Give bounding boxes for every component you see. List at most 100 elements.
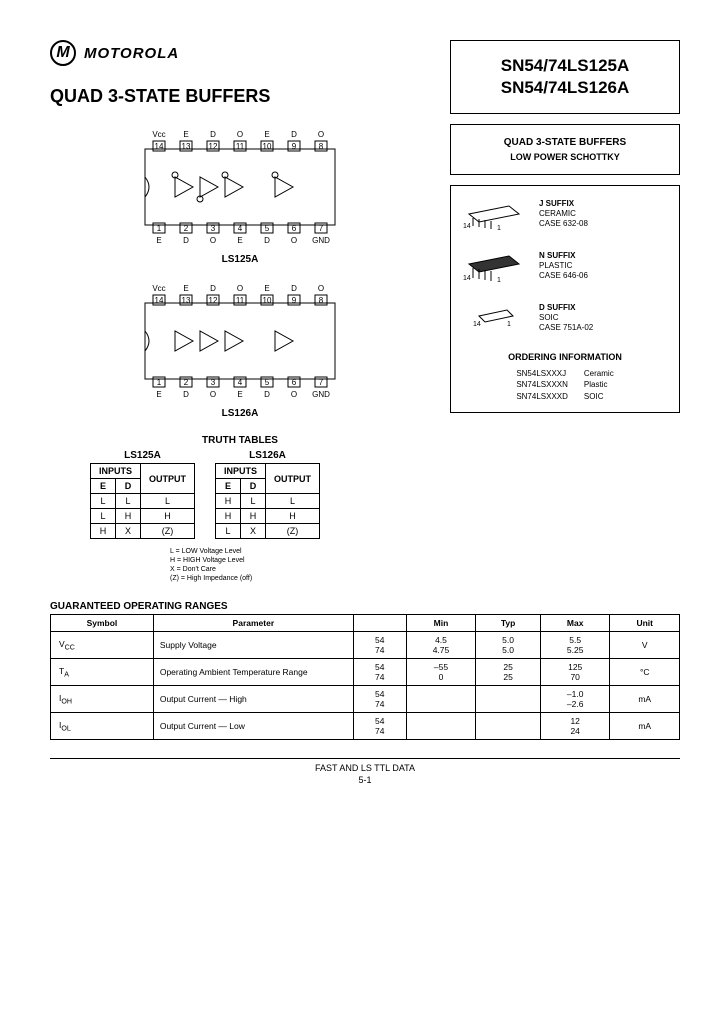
svg-text:E: E <box>237 390 242 399</box>
svg-text:14: 14 <box>463 275 471 282</box>
tt2-name: LS126A <box>215 450 320 461</box>
svg-text:O: O <box>291 236 297 245</box>
svg-text:2: 2 <box>184 378 189 387</box>
svg-text:E: E <box>264 130 269 139</box>
svg-text:D: D <box>183 390 189 399</box>
svg-text:1: 1 <box>157 378 162 387</box>
package-row: 14 1 J SUFFIX CERAMIC CASE 632-08 <box>459 196 671 232</box>
svg-text:D: D <box>210 284 216 293</box>
pinout-ls126a: Vcc141EE132DD123OO114EE105DD96OO87GND <box>50 281 430 404</box>
motorola-logo-icon: M <box>50 40 76 66</box>
svg-text:11: 11 <box>236 142 245 151</box>
svg-text:O: O <box>318 130 324 139</box>
svg-text:12: 12 <box>209 142 218 151</box>
svg-text:D: D <box>264 390 270 399</box>
ordering-type: SOIC <box>584 391 614 402</box>
svg-text:2: 2 <box>184 224 189 233</box>
symbol-cell: IOH <box>51 686 154 713</box>
svg-text:O: O <box>291 390 297 399</box>
page-title: QUAD 3-STATE BUFFERS <box>50 86 430 107</box>
symbol-cell: IOL <box>51 713 154 740</box>
svg-text:8: 8 <box>319 296 324 305</box>
datasheet-page: M MOTOROLA QUAD 3-STATE BUFFERS <box>0 0 720 805</box>
ranges-title: GUARANTEED OPERATING RANGES <box>50 601 680 612</box>
package-type: PLASTIC <box>539 261 588 271</box>
svg-text:Vcc: Vcc <box>152 130 165 139</box>
truth-table-legend: L = LOW Voltage LevelH = HIGH Voltage Le… <box>170 547 430 583</box>
svg-text:1: 1 <box>497 225 501 232</box>
pinout-ls125a: Vcc141EE132DD123OO114EE105DD96OO87GND <box>50 127 430 250</box>
brand-row: M MOTOROLA <box>50 40 430 66</box>
svg-text:E: E <box>237 236 242 245</box>
svg-text:9: 9 <box>292 296 297 305</box>
param-cell: Operating Ambient Temperature Range <box>153 659 353 686</box>
operating-ranges-table: SymbolParameterMinTypMaxUnit VCC Supply … <box>50 614 680 740</box>
ordering-type: Ceramic <box>584 368 614 379</box>
svg-text:7: 7 <box>319 224 324 233</box>
svg-text:10: 10 <box>263 142 272 151</box>
svg-text:14: 14 <box>463 223 471 230</box>
package-row: 141 D SUFFIX SOIC CASE 751A-02 <box>459 300 671 336</box>
package-case: CASE 751A-02 <box>539 323 593 333</box>
ordering-code: SN74LSXXXD <box>516 391 568 402</box>
ordering-code: SN74LSXXXN <box>516 379 568 390</box>
svg-text:3: 3 <box>211 378 216 387</box>
part-number-1: SN54/74LS125A <box>461 55 669 77</box>
svg-text:1: 1 <box>507 321 511 328</box>
svg-text:O: O <box>237 130 243 139</box>
chip1-label: LS125A <box>50 254 430 265</box>
chip2-label: LS126A <box>50 408 430 419</box>
svg-text:11: 11 <box>236 296 245 305</box>
svg-text:10: 10 <box>263 296 272 305</box>
svg-text:E: E <box>156 390 161 399</box>
svg-text:9: 9 <box>292 142 297 151</box>
package-icon: 141 <box>459 248 529 284</box>
param-cell: Supply Voltage <box>153 632 353 659</box>
brand-text: MOTOROLA <box>84 45 179 62</box>
svg-text:13: 13 <box>182 142 191 151</box>
svg-text:E: E <box>183 284 188 293</box>
truth-table-ls126a: INPUTSOUTPUTEDHLLHHHLX(Z) <box>215 463 320 539</box>
ordering-info: SN54LSXXXJSN74LSXXXNSN74LSXXXD CeramicPl… <box>459 368 671 402</box>
svg-text:3: 3 <box>211 224 216 233</box>
svg-text:D: D <box>210 130 216 139</box>
ordering-type: Plastic <box>584 379 614 390</box>
symbol-cell: TA <box>51 659 154 686</box>
svg-text:D: D <box>291 284 297 293</box>
svg-text:O: O <box>210 390 216 399</box>
svg-text:4: 4 <box>238 378 243 387</box>
package-suffix: J SUFFIX <box>539 199 588 209</box>
svg-text:4: 4 <box>238 224 243 233</box>
page-number: 5-1 <box>50 775 680 785</box>
svg-text:5: 5 <box>265 224 270 233</box>
svg-text:1: 1 <box>157 224 162 233</box>
package-type: CERAMIC <box>539 209 588 219</box>
package-suffix: N SUFFIX <box>539 251 588 261</box>
svg-text:13: 13 <box>182 296 191 305</box>
desc-line2: LOW POWER SCHOTTKY <box>461 152 669 162</box>
svg-text:12: 12 <box>209 296 218 305</box>
package-suffix: D SUFFIX <box>539 303 593 313</box>
svg-text:D: D <box>264 236 270 245</box>
truth-table-ls125a: INPUTSOUTPUTEDLLLLHHHX(Z) <box>90 463 195 539</box>
tt1-name: LS125A <box>90 450 195 461</box>
package-case: CASE 632-08 <box>539 219 588 229</box>
footer-text: FAST AND LS TTL DATA <box>50 758 680 773</box>
package-case: CASE 646-06 <box>539 271 588 281</box>
param-cell: Output Current — High <box>153 686 353 713</box>
svg-text:5: 5 <box>265 378 270 387</box>
svg-text:D: D <box>291 130 297 139</box>
svg-text:14: 14 <box>155 142 164 151</box>
svg-text:14: 14 <box>155 296 164 305</box>
ordering-code: SN54LSXXXJ <box>516 368 568 379</box>
svg-text:14: 14 <box>473 321 481 328</box>
svg-text:6: 6 <box>292 378 297 387</box>
package-box: 14 1 J SUFFIX CERAMIC CASE 632-08 14 1 N S… <box>450 185 680 413</box>
part-number-box: SN54/74LS125A SN54/74LS126A <box>450 40 680 114</box>
svg-text:Vcc: Vcc <box>152 284 165 293</box>
svg-text:GND: GND <box>312 390 330 399</box>
svg-text:8: 8 <box>319 142 324 151</box>
package-icon: 14 1 <box>459 196 529 232</box>
svg-text:7: 7 <box>319 378 324 387</box>
svg-text:E: E <box>156 236 161 245</box>
